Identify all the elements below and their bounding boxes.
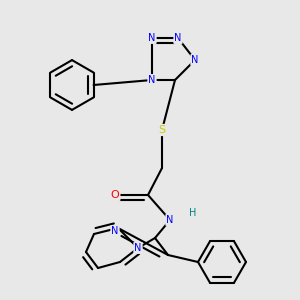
Text: N: N [166, 215, 174, 225]
Text: O: O [111, 190, 119, 200]
Text: N: N [191, 55, 199, 65]
Text: N: N [134, 243, 142, 253]
Text: H: H [189, 208, 197, 218]
Text: S: S [158, 125, 166, 135]
Text: N: N [111, 226, 119, 236]
Text: N: N [148, 33, 156, 43]
Text: N: N [148, 75, 156, 85]
Text: N: N [174, 33, 182, 43]
